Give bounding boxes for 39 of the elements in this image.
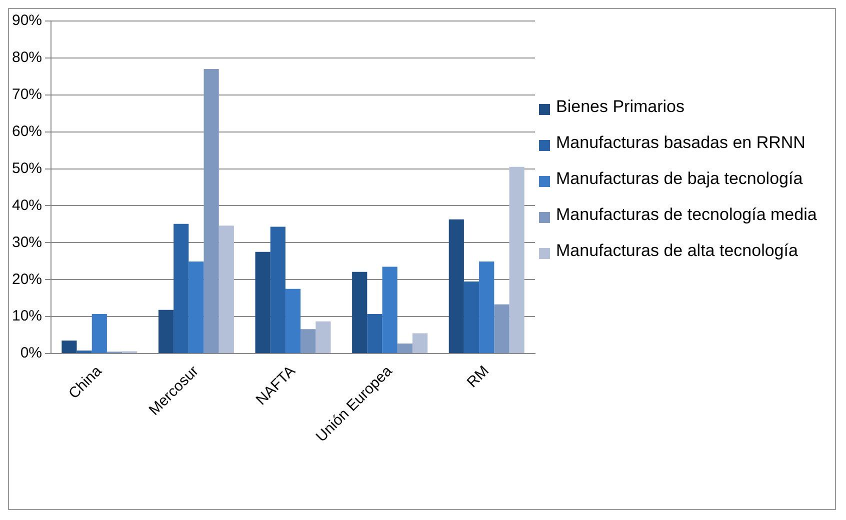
bar [448,219,464,354]
bar [464,281,480,354]
bar [255,252,270,354]
bar [316,321,331,354]
bar [479,262,494,354]
legend-label: Manufacturas basadas en RRNN [556,132,806,154]
bar [367,314,382,354]
bar [397,344,412,354]
y-tick-label: 0% [20,344,42,362]
bar [62,340,77,354]
bar [285,288,301,354]
bar [76,350,92,354]
bar [300,329,316,354]
y-tick-label: 50% [12,160,42,177]
bar [382,266,398,354]
y-tick-label: 60% [12,122,42,140]
legend-label: Bienes Primarios [556,96,684,118]
bar [352,272,368,354]
legend-label: Manufacturas de alta tecnología [556,240,798,262]
bar [509,166,524,354]
bar [270,226,286,354]
legend-label: Manufacturas de tecnología media [556,204,817,226]
bar [204,69,219,354]
legend-label: Manufacturas de baja tecnología [556,168,803,190]
bar [494,304,510,354]
bar [158,310,174,354]
y-tick-label: 10% [12,308,42,325]
bar [412,333,428,354]
y-tick-label: 70% [12,86,42,104]
bar [92,314,107,354]
x-tick-label: RM [464,362,492,392]
y-tick-label: 80% [12,49,42,66]
y-tick-label: 20% [12,270,42,288]
bar [218,226,234,354]
y-tick-label: 30% [12,234,42,251]
y-tick-label: 40% [12,196,42,214]
bar [174,224,189,354]
y-tick-label: 90% [12,12,42,30]
bar [188,262,204,354]
